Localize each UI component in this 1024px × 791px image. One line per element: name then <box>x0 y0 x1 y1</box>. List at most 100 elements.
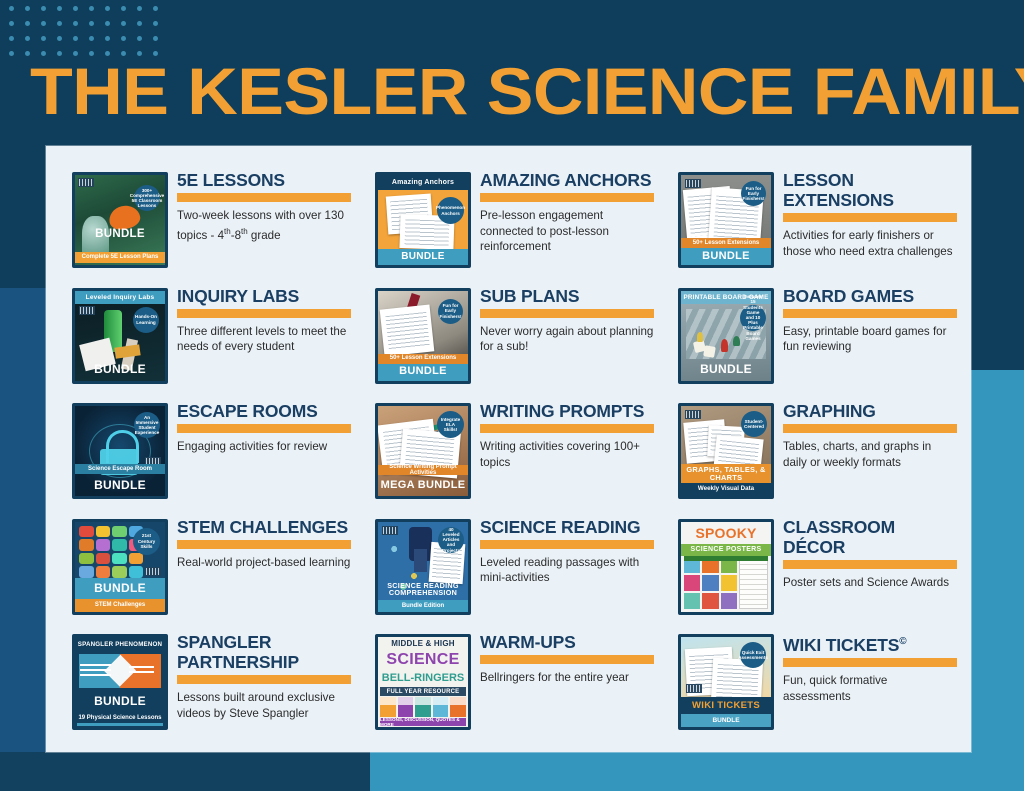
title-underline-bar <box>177 308 351 318</box>
background-bottom-teal-bar <box>370 752 1024 791</box>
product-thumbnail[interactable]: BUNDLE Complete 5E Lesson Plans 300+ Compr… <box>72 172 168 268</box>
product-item[interactable]: BUNDLE Science Escape Room An Immersive St… <box>54 395 357 511</box>
product-thumbnail[interactable]: SPANGLER PHENOMENON BUNDLE 19 Physical Sci… <box>72 634 168 731</box>
product-item[interactable]: BUNDLE 50+ Lesson Extensions Fun for Early… <box>357 280 660 396</box>
product-text-block: SPANGLER PARTNERSHIP Lessons built around… <box>177 628 351 721</box>
thumbnail-bundle-band: BUNDLE <box>94 694 146 709</box>
title-underline-bar <box>783 308 957 318</box>
thumbnail-callout-badge: 300+ Comprehensive 5E Classroom Lessons <box>130 185 164 211</box>
thumbnail-callout-badge: Hands-On Learning <box>133 306 159 333</box>
product-text-block: WRITING PROMPTS Writing activities coveri… <box>480 397 654 470</box>
product-description: Leveled reading passages with mini-activ… <box>480 555 640 585</box>
product-description: Real-world project-based learning <box>177 555 351 569</box>
thumbnail-bundle-band: GRAPHS, TABLES, & CHARTS <box>681 464 771 484</box>
product-text-block: SCIENCE READING Leveled reading passages … <box>480 513 654 586</box>
product-text-block: WARM-UPS Bellringers for the entire year <box>480 628 654 686</box>
thumbnail-callout-badge: Includes 15 Students Game and 10 Plus Pr… <box>740 294 766 341</box>
product-thumbnail[interactable]: PRINTABLE BOARD GAME BUNDLE Includes 15 St… <box>678 287 774 384</box>
product-description: Writing activities covering 100+ topics <box>480 440 640 469</box>
product-item[interactable]: MEGA BUNDLE Science Writing Prompt Activi… <box>357 395 660 511</box>
product-thumbnail[interactable]: BUNDLE Science Escape Room An Immersive St… <box>72 403 168 500</box>
product-title: ESCAPE ROOMS <box>177 401 318 422</box>
product-description: Easy, printable board games for fun revi… <box>783 324 947 354</box>
thumbnail-bundle-band: BUNDLE <box>95 228 145 241</box>
thumbnail-subtitle-strip: 19 Physical Science Lessons <box>78 714 162 721</box>
product-title: WARM-UPS <box>480 632 576 653</box>
title-underline-bar <box>783 213 957 222</box>
product-thumbnail[interactable]: WIKI TICKETS BUNDLE Quick Exit Assessments <box>678 634 774 731</box>
product-thumbnail[interactable]: SPOOKY SCIENCE POSTERS <box>678 518 774 615</box>
product-title: LESSON EXTENSIONS <box>783 170 894 210</box>
thumbnail-callout-badge: Student-Centered <box>741 411 767 438</box>
dot-grid-decoration <box>9 6 169 58</box>
thumbnail-header-label: SPOOKY <box>695 524 757 541</box>
product-description: Never worry again about planning for a s… <box>480 324 654 354</box>
thumbnail-header-label: PRINTABLE BOARD GAME <box>681 290 771 304</box>
content-panel: BUNDLE Complete 5E Lesson Plans 300+ Compr… <box>46 146 971 752</box>
thumbnail-bundle-band: BUNDLE <box>378 249 468 265</box>
product-item[interactable]: BUNDLE STEM Challenges 21st Century Skills… <box>54 511 357 627</box>
product-text-block: WIKI TICKETS© Fun, quick formative assess… <box>783 628 957 704</box>
thumbnail-bundle-band: WIKI TICKETS <box>681 697 771 715</box>
product-description: Activities for early finishers or those … <box>783 229 953 258</box>
copyright-superscript: © <box>899 636 907 648</box>
kesler-science-logo-icon <box>686 684 702 694</box>
product-title: CLASSROOM DÉCOR <box>783 516 895 557</box>
thumbnail-bundle-band: BUNDLE <box>681 248 771 265</box>
background-left-accent <box>0 288 46 791</box>
product-description: Two-week lessons with over 130 topics - … <box>177 209 344 242</box>
page-title: THE KESLER SCIENCE FAMILY <box>30 54 1024 128</box>
background-bottom-navy-bar <box>0 752 370 791</box>
title-underline-bar <box>783 559 957 569</box>
product-item[interactable]: SPOOKY SCIENCE POSTERS CLASSROOM DÉCOR Post… <box>660 511 963 627</box>
product-text-block: GRAPHING Tables, charts, and graphs in da… <box>783 397 957 470</box>
product-item[interactable]: BUNDLE Complete 5E Lesson Plans 300+ Compr… <box>54 164 357 280</box>
product-thumbnail[interactable]: BUNDLE 50+ Lesson Extensions Fun for Early… <box>678 172 774 268</box>
product-thumbnail[interactable]: BUNDLE 50+ Lesson Extensions Fun for Early… <box>375 287 471 384</box>
thumbnail-bundle-band: SCIENCE <box>386 651 460 669</box>
kesler-science-logo-icon <box>685 179 701 188</box>
thumbnail-bundle-band: BUNDLE <box>94 478 146 493</box>
product-thumbnail[interactable]: FULL YEAR RESOURCE LESSONS, DISCUSSION, Q… <box>375 634 471 731</box>
product-item[interactable]: WIKI TICKETS BUNDLE Quick Exit Assessments… <box>660 626 963 742</box>
product-description: Fun, quick formative assessments <box>783 674 888 703</box>
product-item[interactable]: FULL YEAR RESOURCE LESSONS, DISCUSSION, Q… <box>357 626 660 742</box>
product-item[interactable]: SPANGLER PHENOMENON BUNDLE 19 Physical Sci… <box>54 626 357 742</box>
thumbnail-subtitle-strip: Weekly Visual Data <box>681 483 771 497</box>
thumbnail-header-label: Leveled Inquiry Labs <box>75 290 165 304</box>
product-thumbnail[interactable]: MEGA BUNDLE Science Writing Prompt Activi… <box>375 403 471 500</box>
thumbnail-callout-badge: Integrate ELA Skills! <box>437 411 464 439</box>
thumbnail-bundle-band: SCIENCE READING COMPREHENSION <box>387 580 459 598</box>
kesler-science-logo-icon <box>145 457 161 467</box>
product-item[interactable]: PRINTABLE BOARD GAME BUNDLE Includes 15 St… <box>660 280 963 396</box>
product-thumbnail[interactable]: Leveled Inquiry Labs BUNDLE Hands-On Learn… <box>72 287 168 384</box>
product-item[interactable]: GRAPHS, TABLES, & CHARTS Weekly Visual Da… <box>660 395 963 511</box>
thumbnail-callout-badge: 40 Leveled Articles and Projects <box>438 526 464 553</box>
product-text-block: ESCAPE ROOMS Engaging activities for revi… <box>177 397 351 455</box>
product-item[interactable]: Amazing Anchors BUNDLE Phenomenon Anchors A… <box>357 164 660 280</box>
product-thumbnail[interactable]: BUNDLE STEM Challenges 21st Century Skills <box>72 518 168 615</box>
product-thumbnail[interactable]: Amazing Anchors BUNDLE Phenomenon Anchors <box>375 172 471 268</box>
product-description: Pre-lesson engagement connected to post-… <box>480 209 609 253</box>
product-description: Tables, charts, and graphs in daily or w… <box>783 440 932 469</box>
product-title: STEM CHALLENGES <box>177 516 349 537</box>
thumbnail-subtitle-strip: 50+ Lesson Extensions <box>378 353 468 364</box>
title-underline-bar <box>177 424 351 434</box>
product-description: Lessons built around exclusive videos by… <box>177 691 335 720</box>
product-thumbnail[interactable]: GRAPHS, TABLES, & CHARTS Weekly Visual Da… <box>678 403 774 500</box>
product-thumbnail[interactable]: SCIENCE READING COMPREHENSION Bundle Edit… <box>375 518 471 615</box>
title-underline-bar <box>177 539 351 549</box>
product-item[interactable]: SCIENCE READING COMPREHENSION Bundle Edit… <box>357 511 660 627</box>
product-item[interactable]: BUNDLE 50+ Lesson Extensions Fun for Early… <box>660 164 963 280</box>
title-underline-bar <box>783 424 957 434</box>
kesler-science-logo-icon <box>78 178 94 187</box>
product-text-block: BOARD GAMES Easy, printable board games f… <box>783 282 957 355</box>
product-item[interactable]: Leveled Inquiry Labs BUNDLE Hands-On Learn… <box>54 280 357 396</box>
product-title: AMAZING ANCHORS <box>480 170 652 190</box>
thumbnail-subtitle-strip: Science Writing Prompt Activities <box>378 464 468 476</box>
title-underline-bar <box>480 539 654 549</box>
product-description: Three different levels to meet the needs… <box>177 324 347 354</box>
thumbnail-bundle-band: SCIENCE POSTERS <box>681 543 771 556</box>
title-underline-bar <box>480 655 654 665</box>
product-title: SPANGLER PARTNERSHIP <box>177 632 299 673</box>
